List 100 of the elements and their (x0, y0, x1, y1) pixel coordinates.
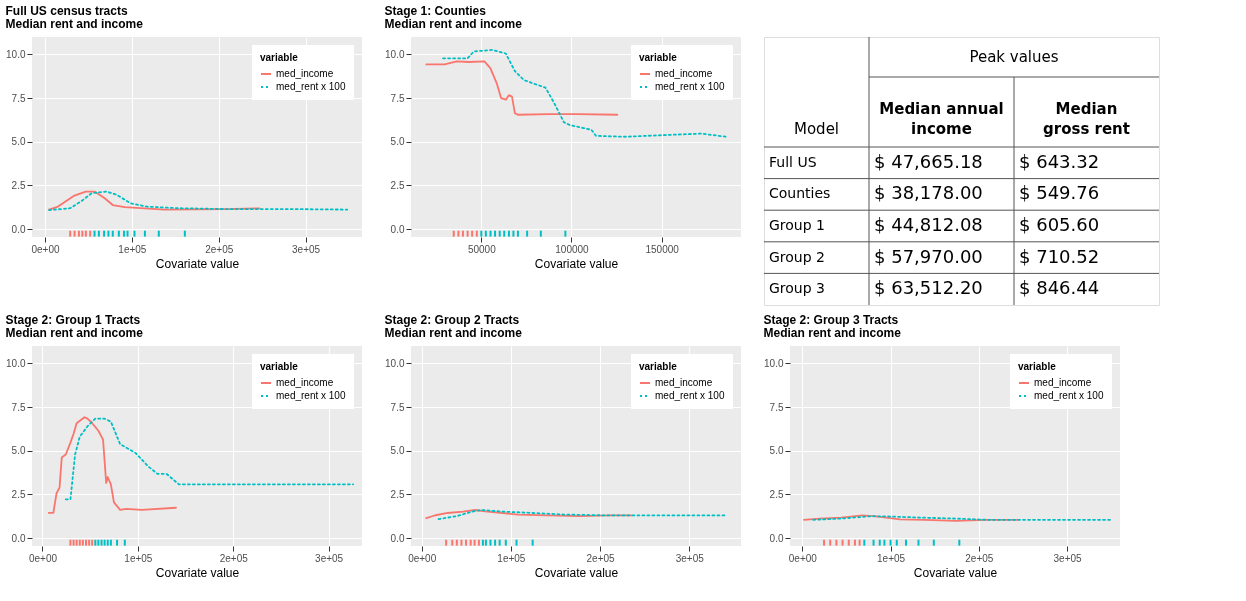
text: Group 3 (769, 280, 825, 297)
line-series (425, 509, 633, 520)
legend-title: variable (260, 361, 299, 372)
x-tick-label: 2e+05 (965, 552, 994, 564)
legend-title: variable (639, 52, 678, 63)
text: $ 549.76 (1019, 182, 1100, 204)
y-tick-label: 7.5 (769, 401, 784, 413)
text: Counties (769, 185, 831, 202)
line-series (48, 190, 261, 211)
chart-subtitle: Median rent and income (5, 326, 144, 340)
legend-label: med_income (276, 377, 334, 388)
y-tick-label: 0.0 (769, 532, 784, 544)
chart-title: Stage 2: Group 1 Tracts (5, 313, 141, 327)
line-series (48, 190, 349, 211)
y-tick-label: 0.0 (390, 532, 405, 544)
y-tick-label: 0.0 (11, 223, 26, 235)
x-tick-label: 150000 (645, 243, 680, 255)
y-tick-label: 7.5 (11, 92, 26, 104)
y-tick-label: 10.0 (764, 357, 784, 369)
x-axis-title: Covariate value (913, 565, 998, 580)
y-tick-label: 2.5 (11, 179, 26, 191)
line-series (442, 49, 727, 138)
y-tick-label: 7.5 (390, 92, 405, 104)
chart-title: Stage 1: Counties (384, 4, 487, 18)
chart-subtitle: Median rent and income (384, 326, 523, 340)
legend-label: med_rent x 100 (276, 390, 346, 401)
text: Group 1 (769, 217, 825, 233)
y-tick-label: 5.0 (11, 445, 26, 457)
text: $ 605.60 (1019, 214, 1100, 235)
text: Peak values (969, 48, 1059, 66)
y-tick-label: 5.0 (390, 445, 405, 457)
legend-label: med_rent x 100 (276, 81, 346, 92)
x-axis-title: Covariate value (155, 565, 240, 580)
text: Median annual income (879, 100, 1004, 138)
x-tick-label: 2e+05 (205, 243, 234, 255)
x-tick-label: 1e+05 (497, 552, 526, 564)
legend-title: variable (639, 361, 678, 372)
chart-title: Stage 2: Group 3 Tracts (763, 313, 899, 327)
text: $ 47,665.18 (874, 150, 983, 172)
x-axis-title: Covariate value (534, 256, 619, 271)
line-series (437, 509, 727, 520)
legend-label: med_rent x 100 (655, 390, 725, 401)
text: Full US (769, 153, 817, 170)
line-series (47, 416, 177, 514)
x-tick-label: 1e+05 (877, 552, 906, 564)
y-tick-label: 0.0 (11, 532, 26, 544)
y-tick-label: 5.0 (769, 445, 784, 457)
y-tick-label: 2.5 (390, 179, 405, 191)
text: $ 710.52 (1019, 245, 1100, 267)
line-series (64, 417, 355, 501)
x-tick-label: 100000 (555, 243, 590, 255)
text: $ 846.44 (1019, 277, 1100, 299)
y-tick-label: 7.5 (390, 401, 405, 413)
legend-label: med_income (276, 68, 334, 79)
x-tick-label: 2e+05 (219, 552, 249, 564)
y-tick-label: 5.0 (390, 136, 405, 148)
text: $ 57,970.00 (874, 245, 983, 267)
y-tick-label: 10.0 (6, 48, 26, 60)
legend-label: med_rent x 100 (655, 81, 725, 92)
y-tick-label: 10.0 (385, 357, 405, 369)
x-tick-label: 3e+05 (1053, 552, 1083, 564)
x-tick-label: 3e+05 (675, 552, 705, 564)
x-tick-label: 1e+05 (124, 552, 153, 564)
x-tick-label: 3e+05 (292, 243, 321, 255)
legend-label: med_rent x 100 (1034, 390, 1104, 401)
chart-subtitle: Median rent and income (5, 17, 144, 31)
x-tick-label: 50000 (467, 243, 497, 255)
text: $ 38,178.00 (874, 182, 983, 204)
legend-label: med_income (655, 377, 713, 388)
x-tick-label: 3e+05 (315, 552, 344, 564)
y-tick-label: 10.0 (385, 48, 405, 60)
x-tick-label: 1e+05 (118, 243, 147, 255)
x-tick-label: 0e+00 (788, 552, 818, 564)
text: Model (793, 120, 840, 138)
legend-title: variable (260, 52, 299, 63)
x-tick-label: 2e+05 (586, 552, 616, 564)
legend-label: med_income (1034, 377, 1092, 388)
y-tick-label: 7.5 (11, 401, 26, 413)
y-tick-label: 0.0 (390, 223, 405, 235)
legend-label: med_income (655, 68, 713, 79)
text: $ 643.32 (1019, 150, 1100, 172)
x-tick-label: 0e+00 (408, 552, 437, 564)
x-tick-label: 0e+00 (31, 243, 60, 255)
text: $ 63,512.20 (874, 277, 983, 299)
y-tick-label: 10.0 (6, 357, 26, 369)
line-series (425, 60, 619, 116)
chart-title: Stage 2: Group 2 Tracts (384, 313, 520, 327)
y-tick-label: 2.5 (390, 488, 405, 500)
x-axis-title: Covariate value (534, 565, 619, 580)
text: $ 44,812.08 (874, 214, 983, 235)
chart-title: Full US census tracts (5, 4, 128, 18)
chart-subtitle: Median rent and income (763, 326, 902, 340)
chart-subtitle: Median rent and income (384, 17, 523, 31)
y-tick-label: 5.0 (11, 136, 26, 148)
y-tick-label: 2.5 (11, 488, 26, 500)
y-tick-label: 2.5 (769, 488, 784, 500)
legend-title: variable (1018, 361, 1057, 372)
x-axis-title: Covariate value (155, 256, 240, 271)
text: Group 2 (769, 248, 825, 265)
x-tick-label: 0e+00 (28, 552, 58, 564)
